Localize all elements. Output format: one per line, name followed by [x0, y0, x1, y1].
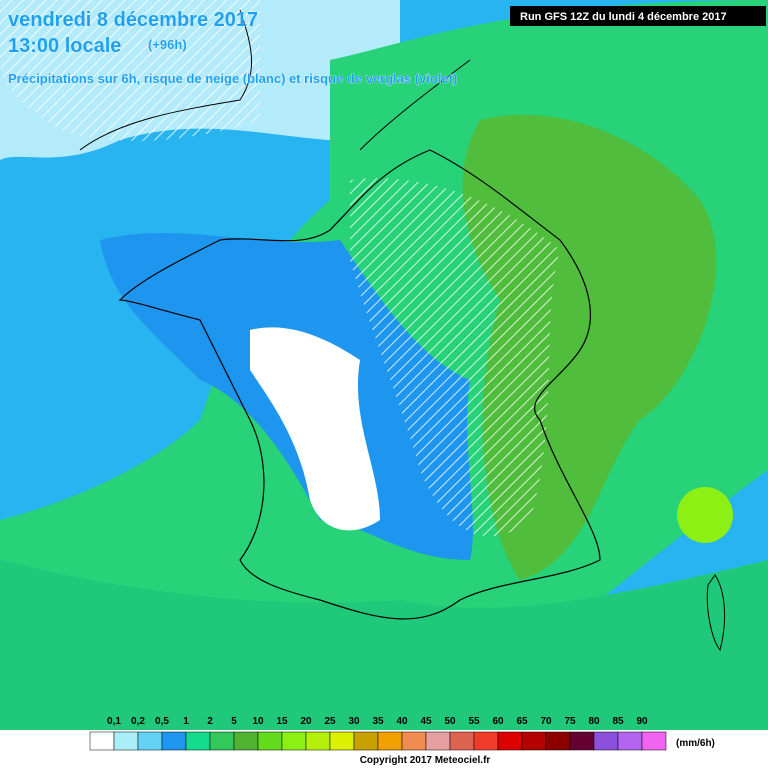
coastline-other	[79, 9, 471, 151]
legend-label: 0,2	[131, 716, 145, 727]
legend-unit: (mm/6h)	[676, 738, 715, 749]
precip-max	[677, 487, 733, 543]
legend-swatch	[377, 731, 403, 751]
precip-south	[0, 560, 768, 730]
legend-label: 45	[420, 716, 432, 727]
legend-swatch	[281, 731, 307, 751]
copyright: Copyright 2017 Meteociel.fr	[360, 755, 491, 766]
run-info: Run GFS 12Z du lundi 4 décembre 2017	[520, 11, 727, 23]
legend-label: 0,1	[107, 716, 121, 727]
legend-swatch	[545, 731, 571, 751]
legend-label: 25	[324, 716, 336, 727]
legend-label: 85	[612, 716, 624, 727]
legend-label: 40	[396, 716, 408, 727]
legend-swatch	[593, 731, 619, 751]
legend-label: 35	[372, 716, 384, 727]
corsica	[706, 574, 725, 652]
legend-swatch	[569, 731, 595, 751]
legend-swatch	[353, 731, 379, 751]
legend-label: 90	[636, 716, 648, 727]
subtitle: Précipitations sur 6h, risque de neige (…	[8, 71, 457, 86]
legend-swatch	[89, 731, 115, 751]
legend-swatch	[329, 731, 355, 751]
legend-swatch	[497, 731, 523, 751]
lead: (+96h)	[148, 37, 187, 52]
legend-swatch	[113, 731, 139, 751]
snow-risk-uk	[0, 0, 260, 141]
legend-label: 30	[348, 716, 360, 727]
precip-trace	[250, 327, 380, 531]
legend-label: 1	[183, 716, 189, 727]
legend-label: 60	[492, 716, 504, 727]
legend-swatch	[641, 731, 667, 751]
legend-swatch	[137, 731, 163, 751]
legend-label: 70	[540, 716, 552, 727]
legend-label: 10	[252, 716, 264, 727]
legend-label: 15	[276, 716, 288, 727]
legend-label: 75	[564, 716, 576, 727]
legend-swatch	[161, 731, 187, 751]
legend-label: 65	[516, 716, 528, 727]
date: vendredi 8 décembre 2017	[8, 9, 258, 31]
coastline-france	[118, 149, 601, 620]
legend-label: 80	[588, 716, 600, 727]
legend-label: 0,5	[155, 716, 169, 727]
time: 13:00 locale	[8, 35, 121, 57]
legend-swatch	[233, 731, 259, 751]
legend: 0,1 0,2 0,5 1 2 5 10 15 20 25 30 35 40 45 50 55 60 65 70 75…	[89, 716, 667, 751]
run-box	[510, 6, 766, 26]
legend-swatch	[521, 731, 547, 751]
legend-swatch	[305, 731, 331, 751]
legend-swatch	[617, 731, 643, 751]
legend-label: 55	[468, 716, 480, 727]
legend-swatch	[209, 731, 235, 751]
legend-label: 5	[231, 716, 237, 727]
legend-swatch	[185, 731, 211, 751]
legend-swatch	[473, 731, 499, 751]
snow-risk	[350, 178, 560, 537]
legend-label: 2	[207, 716, 213, 727]
legend-swatch	[449, 731, 475, 751]
legend-swatch	[425, 731, 451, 751]
legend-swatch	[257, 731, 283, 751]
legend-label: 50	[444, 716, 456, 727]
legend-swatch	[401, 731, 427, 751]
legend-label: 20	[300, 716, 312, 727]
